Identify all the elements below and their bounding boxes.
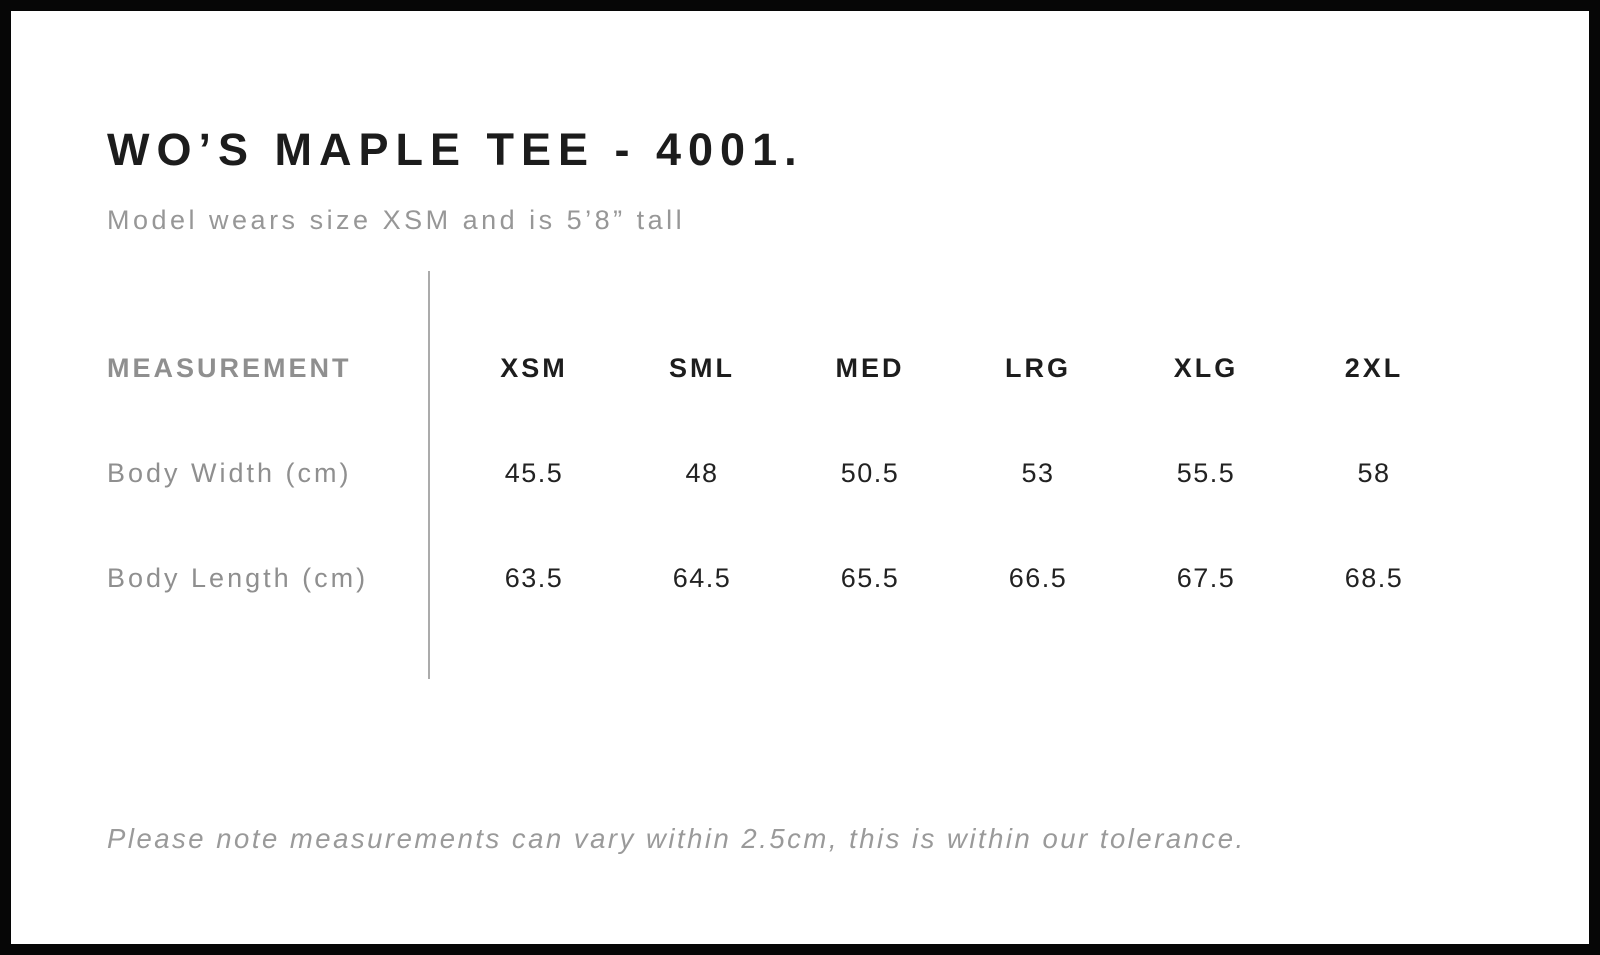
body-width-med: 50.5 [840, 458, 900, 488]
table-column-divider [428, 271, 430, 679]
column-header-med: MED [835, 353, 905, 383]
body-width-xlg: 55.5 [1176, 458, 1236, 488]
column-header-xsm: XSM [500, 353, 568, 383]
tolerance-note: Please note measurements can vary within… [107, 823, 1246, 854]
row-label-body-width: Body Width (cm) [107, 458, 352, 488]
body-width-lrg: 53 [1021, 458, 1055, 488]
body-width-2xl: 58 [1357, 458, 1391, 488]
column-header-sml: SML [669, 353, 735, 383]
body-length-lrg: 66.5 [1008, 563, 1068, 593]
body-width-xsm: 45.5 [504, 458, 564, 488]
row-label-body-length: Body Length (cm) [107, 563, 369, 593]
size-chart-table: MEASUREMENT XSM SML MED LRG XLG 2XL Body… [107, 316, 1458, 631]
body-length-sml: 64.5 [672, 563, 732, 593]
body-length-2xl: 68.5 [1344, 563, 1404, 593]
body-width-sml: 48 [685, 458, 719, 488]
column-header-2xl: 2XL [1344, 353, 1404, 383]
body-length-xlg: 67.5 [1176, 563, 1236, 593]
column-header-xlg: XLG [1173, 353, 1239, 383]
body-length-xsm: 63.5 [504, 563, 564, 593]
column-header-lrg: LRG [1005, 353, 1071, 383]
page-title: WO’S MAPLE TEE - 4001. [107, 124, 804, 175]
body-length-med: 65.5 [840, 563, 900, 593]
column-header-measurement: MEASUREMENT [107, 353, 352, 383]
model-size-note: Model wears size XSM and is 5’8” tall [107, 205, 686, 235]
